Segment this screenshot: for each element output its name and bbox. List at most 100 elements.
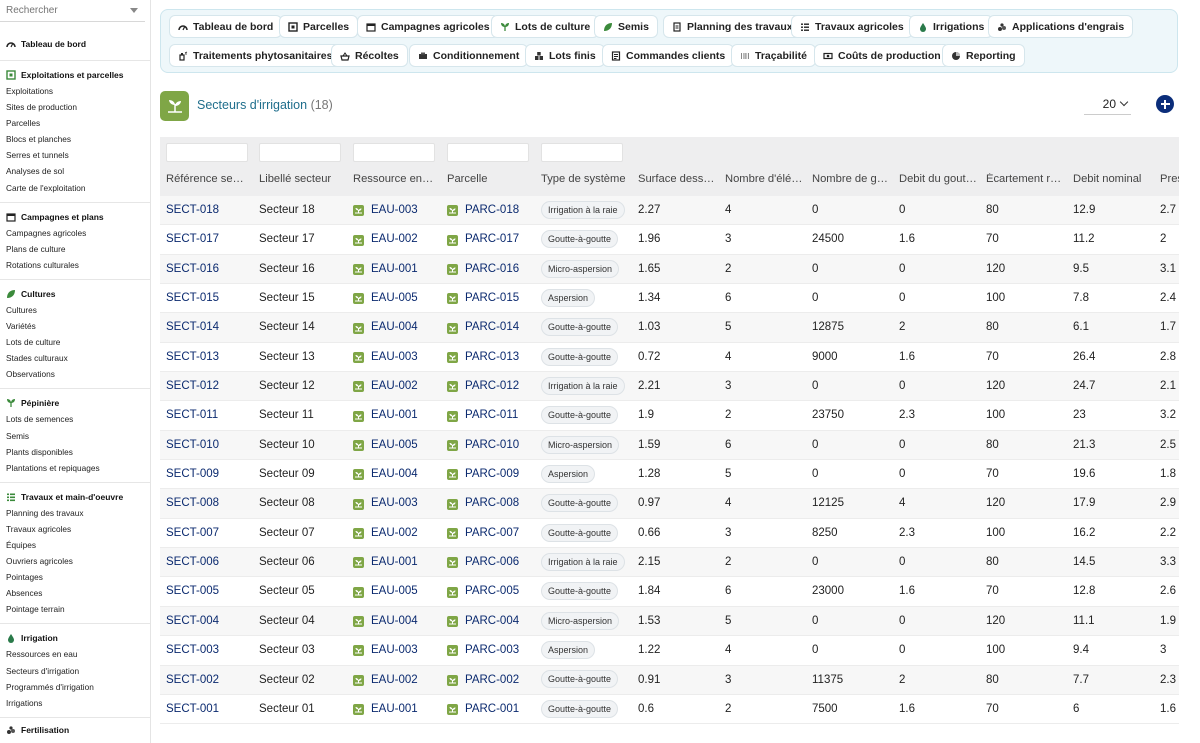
parcel-link[interactable]: PARC-015 — [447, 284, 519, 313]
sidebar-item[interactable]: Ressources en eau — [6, 649, 78, 660]
menu-button-r-coltes[interactable]: Récoltes — [331, 44, 408, 67]
reference-link[interactable]: EAU-003 — [353, 636, 418, 665]
sector-reference-link[interactable]: SECT-016 — [166, 262, 220, 275]
reference-link[interactable]: EAU-002 — [353, 225, 418, 254]
sidebar-item[interactable]: Pointage terrain — [6, 604, 65, 615]
column-header[interactable]: Nombre d'éléments — [725, 173, 805, 185]
menu-button-traitements-phytosanitaires[interactable]: Traitements phytosanitaires — [169, 44, 342, 67]
reference-link[interactable]: PARC-002 — [447, 666, 519, 695]
reference-link[interactable]: EAU-005 — [353, 577, 418, 606]
parcel-link[interactable]: PARC-009 — [447, 460, 519, 489]
sector-reference-link[interactable]: SECT-015 — [166, 292, 220, 305]
sidebar-item[interactable]: Absences — [6, 588, 43, 599]
reference-link[interactable]: PARC-007 — [447, 519, 519, 548]
water-resource-link[interactable]: EAU-002 — [353, 372, 418, 401]
parcel-link[interactable]: PARC-008 — [447, 489, 519, 518]
sector-reference-link[interactable]: SECT-014 — [166, 321, 220, 334]
table-row[interactable]: SECT-015 Secteur 15 EAU-005 PARC-015 Aspersi… — [160, 284, 1179, 314]
column-header[interactable]: Pression — [1160, 173, 1179, 185]
parcel-link[interactable]: PARC-012 — [447, 372, 519, 401]
water-resource-link[interactable]: EAU-003 — [353, 489, 418, 518]
menu-button-campagnes-agricoles[interactable]: Campagnes agricoles — [357, 15, 499, 38]
reference-link[interactable]: EAU-001 — [353, 401, 418, 430]
table-row[interactable]: SECT-017 Secteur 17 EAU-002 PARC-017 Goutte-… — [160, 225, 1179, 255]
sector-reference-link[interactable]: SECT-005 — [166, 585, 220, 598]
sidebar-section-header[interactable]: Irrigation — [0, 630, 150, 646]
sidebar-item[interactable]: Parcelles — [6, 118, 41, 129]
water-resource-link[interactable]: EAU-004 — [353, 607, 418, 636]
sector-reference-link[interactable]: SECT-008 — [166, 497, 220, 510]
water-resource-link[interactable]: EAU-001 — [353, 548, 418, 577]
menu-button-irrigations[interactable]: Irrigations — [909, 15, 994, 38]
reference-link[interactable]: PARC-004 — [447, 607, 519, 636]
water-resource-link[interactable]: EAU-005 — [353, 284, 418, 313]
column-header[interactable]: Parcelle — [447, 173, 488, 185]
reference-link[interactable]: EAU-002 — [353, 519, 418, 548]
column-header[interactable]: Écartement rangs — [986, 173, 1066, 185]
sidebar-item[interactable]: Programmés d'irrigation — [6, 681, 94, 692]
reference-link[interactable]: EAU-002 — [353, 666, 418, 695]
water-resource-link[interactable]: EAU-001 — [353, 401, 418, 430]
reference-link[interactable]: PARC-003 — [447, 636, 519, 665]
sidebar-item[interactable]: Stades culturaux — [6, 353, 68, 364]
page-size-select[interactable]: 20 — [1084, 93, 1131, 115]
sidebar-item[interactable]: Carte de l'exploitation — [6, 182, 86, 193]
menu-button-travaux-agricoles[interactable]: Travaux agricoles — [791, 15, 913, 38]
reference-link[interactable]: PARC-005 — [447, 577, 519, 606]
sidebar-item[interactable]: Planning des travaux — [6, 507, 84, 518]
reference-link[interactable]: EAU-004 — [353, 607, 418, 636]
table-row[interactable]: SECT-009 Secteur 09 EAU-004 PARC-009 Aspersi… — [160, 460, 1179, 490]
sidebar-section-header[interactable]: Travaux et main-d'oeuvre — [0, 489, 150, 505]
reference-link[interactable]: EAU-004 — [353, 313, 418, 342]
water-resource-link[interactable]: EAU-003 — [353, 343, 418, 372]
water-resource-link[interactable]: EAU-001 — [353, 255, 418, 284]
parcel-link[interactable]: PARC-004 — [447, 607, 519, 636]
reference-link[interactable]: EAU-004 — [353, 460, 418, 489]
sidebar-item[interactable]: Observations — [6, 369, 55, 380]
sector-reference-link[interactable]: SECT-018 — [166, 204, 220, 216]
parcel-link[interactable]: PARC-001 — [447, 695, 519, 724]
sector-reference-link[interactable]: SECT-007 — [166, 526, 220, 539]
sidebar-item[interactable]: Pointages — [6, 572, 43, 583]
water-resource-link[interactable]: EAU-002 — [353, 519, 418, 548]
add-button[interactable] — [1156, 95, 1174, 113]
sidebar-section-header[interactable]: Fertilisation — [0, 722, 150, 738]
sidebar-item[interactable]: Lots de culture — [6, 337, 61, 348]
water-resource-link[interactable]: EAU-004 — [353, 313, 418, 342]
water-resource-link[interactable]: EAU-003 — [353, 196, 418, 225]
sidebar-item[interactable]: Irrigations — [6, 697, 43, 708]
sidebar-item[interactable]: Ouvriers agricoles — [6, 556, 73, 567]
water-resource-link[interactable]: EAU-005 — [353, 577, 418, 606]
parcel-link[interactable]: PARC-007 — [447, 519, 519, 548]
sidebar-section-header[interactable]: Exploitations et parcelles — [0, 67, 150, 83]
table-row[interactable]: SECT-010 Secteur 10 EAU-005 PARC-010 Micro-a… — [160, 430, 1179, 461]
parcel-link[interactable]: PARC-003 — [447, 636, 519, 665]
sidebar-item[interactable]: Cultures — [6, 304, 37, 315]
reference-link[interactable]: PARC-017 — [447, 225, 519, 254]
menu-button-co-ts-de-production[interactable]: Coûts de production — [814, 44, 950, 67]
sidebar-item[interactable]: Variétés — [6, 321, 36, 332]
reference-link[interactable]: PARC-008 — [447, 489, 519, 518]
sector-reference-link[interactable]: SECT-004 — [166, 614, 220, 627]
reference-link[interactable]: PARC-014 — [447, 313, 519, 342]
reference-link[interactable]: EAU-002 — [353, 372, 418, 401]
parcel-link[interactable]: PARC-017 — [447, 225, 519, 254]
parcel-link[interactable]: PARC-016 — [447, 255, 519, 284]
table-row[interactable]: SECT-013 Secteur 13 EAU-003 PARC-013 Goutte-… — [160, 343, 1179, 373]
reference-link[interactable]: PARC-010 — [447, 431, 519, 460]
reference-link[interactable]: EAU-005 — [353, 431, 418, 460]
table-row[interactable]: SECT-001 Secteur 01 EAU-001 PARC-001 Goutte-… — [160, 695, 1179, 725]
menu-button-parcelles[interactable]: Parcelles — [279, 15, 359, 38]
reference-link[interactable]: EAU-001 — [353, 548, 418, 577]
reference-link[interactable]: EAU-001 — [353, 695, 418, 724]
reference-link[interactable]: EAU-005 — [353, 284, 418, 313]
reference-link[interactable]: PARC-009 — [447, 460, 519, 489]
menu-button-applications-d-engrais[interactable]: Applications d'engrais — [988, 15, 1134, 38]
reference-link[interactable]: EAU-003 — [353, 489, 418, 518]
sidebar-item[interactable]: Campagnes agricoles — [6, 227, 87, 238]
sidebar-item[interactable]: Plants disponibles — [6, 446, 73, 457]
water-resource-link[interactable]: EAU-004 — [353, 460, 418, 489]
parcel-link[interactable]: PARC-014 — [447, 313, 519, 342]
table-row[interactable]: SECT-004 Secteur 04 EAU-004 PARC-004 Micro-a… — [160, 606, 1179, 637]
sector-reference-link[interactable]: SECT-011 — [166, 409, 219, 422]
